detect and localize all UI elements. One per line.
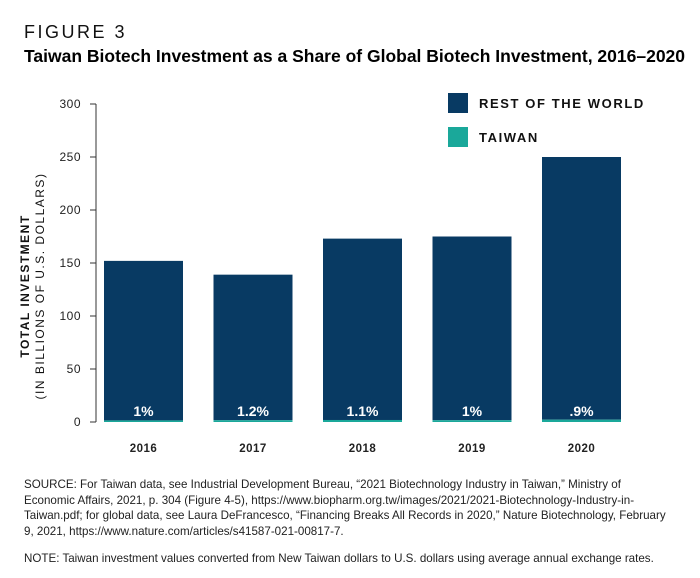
- data-label: 1%: [133, 403, 154, 419]
- x-tick-label: 2019: [458, 443, 486, 455]
- figure-label: FIGURE 3: [24, 22, 128, 42]
- bar-rest-of-world: [542, 157, 621, 420]
- bar-rest-of-world: [104, 260, 183, 421]
- footnote: NOTE: Taiwan investment values converted…: [24, 552, 654, 565]
- x-tick-label: 2016: [130, 443, 158, 455]
- data-label: .9%: [569, 403, 594, 419]
- bar-taiwan: [432, 420, 512, 422]
- bar-rest-of-world: [432, 236, 512, 421]
- x-axis-ticks: 2016 2017 2018 2019 2020: [130, 443, 596, 455]
- bars: [104, 157, 621, 422]
- y-axis-title-line1: TOTAL INVESTMENT: [18, 214, 32, 358]
- x-tick-label: 2017: [239, 443, 267, 455]
- y-tick-label: 300: [59, 97, 81, 111]
- y-axis: 0 50 100 150 200 250 300: [59, 97, 97, 429]
- data-label: 1%: [462, 403, 483, 419]
- legend-label: REST OF THE WORLD: [479, 96, 645, 111]
- x-tick-label: 2020: [568, 443, 596, 455]
- bar-taiwan: [104, 420, 183, 422]
- bar-taiwan: [213, 420, 293, 422]
- y-axis-title: TOTAL INVESTMENT (IN BILLIONS OF U.S. DO…: [18, 150, 58, 400]
- data-labels: 1% 1.2% 1.1% 1% .9%: [133, 403, 594, 419]
- y-tick-label: 150: [59, 256, 81, 270]
- bar-taiwan: [542, 419, 621, 422]
- data-label: 1.1%: [347, 403, 379, 419]
- bar-rest-of-world: [323, 238, 402, 420]
- y-tick-label: 250: [59, 150, 81, 164]
- chart-title: Taiwan Biotech Investment as a Share of …: [24, 46, 686, 66]
- legend-swatch: [448, 127, 468, 147]
- data-label: 1.2%: [237, 403, 269, 419]
- y-tick-label: 0: [74, 415, 81, 429]
- legend-label: TAIWAN: [479, 130, 539, 145]
- x-tick-label: 2018: [349, 443, 377, 455]
- y-axis-title-line2: (IN BILLIONS OF U.S. DOLLARS): [33, 172, 47, 400]
- y-tick-label: 200: [59, 203, 81, 217]
- y-tick-label: 50: [67, 362, 81, 376]
- bar-rest-of-world: [213, 274, 293, 421]
- legend-swatch: [448, 93, 468, 113]
- y-tick-label: 100: [59, 309, 81, 323]
- source-note: SOURCE: For Taiwan data, see Industrial …: [24, 478, 666, 538]
- legend: REST OF THE WORLD TAIWAN: [448, 93, 645, 147]
- bar-taiwan: [323, 419, 402, 422]
